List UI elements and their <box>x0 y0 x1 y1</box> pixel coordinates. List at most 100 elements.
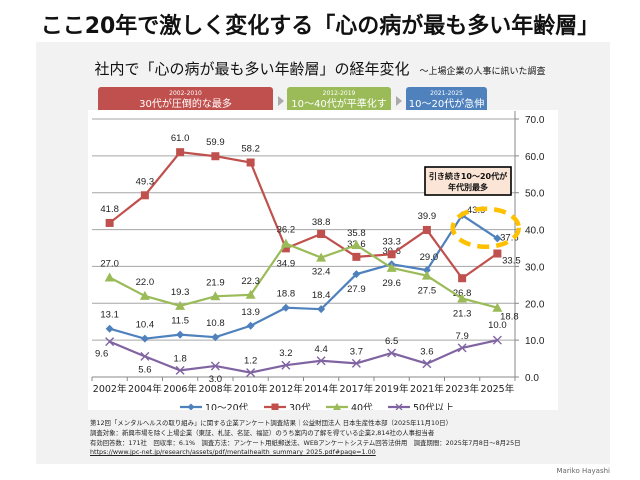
callout-text-line-2: 年代別最多 <box>448 182 488 192</box>
source-line-3: 有効回答数：171社 回収率：6.1% 調査方法：アンケート用紙郵送法、WEBア… <box>90 439 521 447</box>
data-point-marker <box>492 335 502 345</box>
data-label: 21.9 <box>206 277 225 288</box>
data-label: 1.2 <box>244 356 257 367</box>
series-line-2 <box>109 242 498 309</box>
data-point-marker <box>386 262 397 272</box>
data-label: 49.3 <box>136 176 155 187</box>
data-point-marker <box>104 272 115 282</box>
data-label: 21.3 <box>453 308 472 319</box>
data-point-marker <box>105 324 114 333</box>
data-point-marker <box>140 191 149 200</box>
data-label: 41.8 <box>100 204 119 215</box>
data-point-marker <box>140 334 149 343</box>
x-tick-label: 2006年 <box>163 383 197 395</box>
x-tick-label: 2025年 <box>481 383 515 395</box>
data-point-marker <box>281 360 291 370</box>
data-point-marker <box>352 270 361 279</box>
data-label: 19.3 <box>171 287 190 298</box>
x-tick-label: 2002年 <box>93 383 127 395</box>
series-line-3 <box>109 339 498 374</box>
legend-label: 50代以上 <box>413 403 454 410</box>
data-point-marker <box>458 274 467 283</box>
data-point-marker <box>140 351 150 361</box>
data-point-marker <box>352 252 361 261</box>
data-point-marker <box>493 234 502 243</box>
x-tick-label: 2023年 <box>445 383 479 395</box>
data-point-marker <box>246 368 256 378</box>
data-point-marker <box>457 293 468 303</box>
data-label: 34.9 <box>277 258 296 269</box>
data-point-marker <box>280 238 291 248</box>
data-label: 11.5 <box>171 316 189 327</box>
data-label: 3.7 <box>350 346 363 357</box>
y-tick-label: 10.0 <box>525 336 545 347</box>
data-point-marker <box>211 152 220 161</box>
callout-text-line-1: 引き続き10～20代が <box>429 171 508 181</box>
x-tick-label: 2021年 <box>410 383 444 395</box>
data-point-marker <box>493 249 502 258</box>
data-label: 10.4 <box>136 320 155 331</box>
data-point-marker <box>176 148 185 157</box>
phase-years: 2012-2019 <box>322 90 356 97</box>
legend-marker <box>333 403 341 410</box>
data-point-marker <box>246 321 255 330</box>
source-line-2: 調査対象：新興市場を除く上場企業（東証、札証、名証、福証）のうち案内の了解を得て… <box>90 429 435 437</box>
arrow-right-icon <box>278 96 284 106</box>
legend-label: 40代 <box>351 403 373 410</box>
data-point-marker <box>457 343 467 353</box>
phase-years: 2002-2010 <box>169 90 202 97</box>
legend-marker <box>271 403 279 410</box>
data-label: 22.0 <box>136 277 155 288</box>
data-point-marker <box>316 356 326 366</box>
data-label: 27.9 <box>347 284 366 295</box>
data-label: 3.6 <box>420 347 433 358</box>
data-point-marker <box>351 358 361 368</box>
data-point-marker <box>317 229 326 238</box>
phase-label: 10～20代が急伸 <box>408 99 485 110</box>
arrow-right-icon <box>396 96 402 106</box>
data-point-marker <box>176 330 185 339</box>
series-line-0 <box>109 213 498 340</box>
data-label: 1.8 <box>174 353 187 364</box>
data-label: 13.1 <box>100 310 119 321</box>
data-point-marker <box>139 290 150 300</box>
data-label: 5.6 <box>138 364 151 375</box>
y-tick-label: 40.0 <box>525 226 545 237</box>
highlight-ellipse <box>450 206 521 249</box>
data-label: 18.8 <box>500 312 519 323</box>
data-point-marker <box>281 244 290 253</box>
y-tick-label: 60.0 <box>525 152 545 163</box>
data-point-marker <box>210 361 220 371</box>
data-label: 37.6 <box>500 232 519 243</box>
line-chart: 0.0 10.0 20.0 30.0 40.0 50.0 60.0 70.0 2002年 2004… <box>88 110 558 410</box>
data-label: 32.4 <box>312 267 331 278</box>
data-label: 39.9 <box>418 211 437 222</box>
x-tick-label: 2012年 <box>269 383 303 395</box>
data-label: 33.3 <box>382 236 401 247</box>
data-label: 10.0 <box>488 320 507 331</box>
data-label: 10.8 <box>206 318 225 329</box>
source-link[interactable]: https://www.jpc-net.jp/research/assets/p… <box>90 448 376 456</box>
y-tick-label: 30.0 <box>525 262 545 273</box>
data-label: 9.6 <box>95 349 108 360</box>
data-point-marker <box>492 302 503 312</box>
data-point-marker <box>317 305 326 314</box>
data-label: 59.9 <box>206 137 225 148</box>
data-point-marker <box>246 158 255 167</box>
data-point-marker <box>422 225 431 234</box>
data-label: 27.0 <box>100 258 119 269</box>
data-point-marker <box>175 365 185 375</box>
data-label: 3.2 <box>279 348 292 359</box>
y-tick-label: 50.0 <box>525 189 545 200</box>
author-credit: Mariko Hayashi <box>556 467 610 475</box>
data-point-marker <box>211 333 220 342</box>
y-tick-label: 20.0 <box>525 299 545 310</box>
data-point-marker <box>421 270 432 280</box>
data-label: 3.0 <box>209 374 222 385</box>
data-point-marker <box>210 291 221 301</box>
subtitle-text: 社内で「心の病が最も多い年齢層」の経年変化 <box>94 60 410 78</box>
source-line-1: 第12回「メンタルヘルスの取り組み」に関する企業アンケート調査結果｜公益財団法人… <box>90 419 452 427</box>
x-tick-label: 2010年 <box>234 383 268 395</box>
callout-box <box>424 166 512 196</box>
data-label: 58.2 <box>241 143 260 154</box>
